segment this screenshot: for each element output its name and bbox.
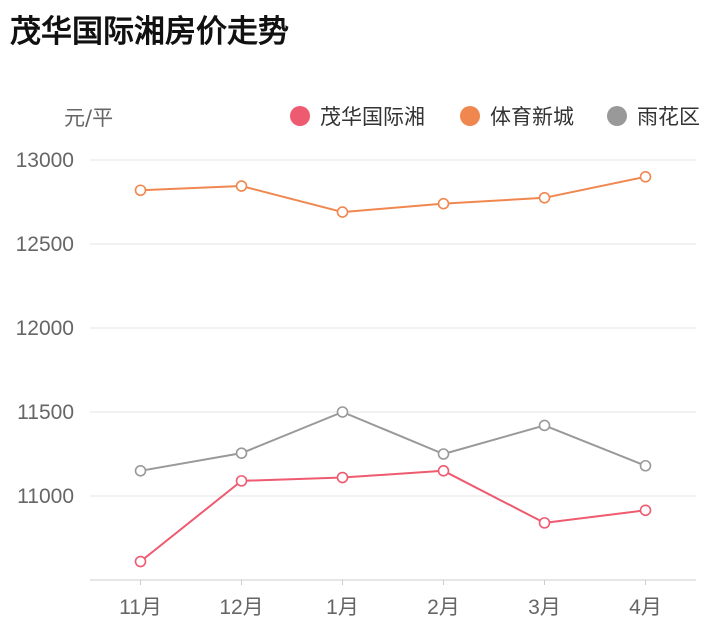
data-point[interactable]	[235, 180, 248, 192]
x-tick-label: 11月	[119, 596, 162, 619]
data-point[interactable]	[134, 555, 147, 568]
series-line	[140, 411, 646, 472]
data-point[interactable]	[437, 197, 450, 210]
data-point[interactable]	[437, 464, 450, 477]
data-point[interactable]	[336, 206, 349, 218]
data-point[interactable]	[134, 464, 147, 477]
legend-label: 体育新城	[490, 105, 574, 129]
data-point[interactable]	[336, 406, 349, 418]
x-tick-label: 1月	[326, 596, 359, 619]
legend: 茂华国际湘 体育新城 雨花区	[290, 105, 700, 129]
data-point[interactable]	[639, 171, 652, 183]
grid-lines	[90, 159, 696, 497]
series-group	[134, 464, 652, 568]
y-tick-label: 11500	[17, 401, 74, 424]
y-axis-ticks: 11000 11500 12000 12500 13000	[16, 149, 74, 508]
legend-item[interactable]: 雨花区	[607, 105, 700, 129]
legend-label: 茂华国际湘	[320, 105, 425, 129]
y-tick-label: 12500	[16, 233, 74, 256]
data-point[interactable]	[134, 184, 147, 197]
y-tick-label: 11000	[17, 485, 74, 508]
series-group	[134, 171, 652, 218]
data-point[interactable]	[538, 192, 551, 204]
data-point[interactable]	[639, 459, 652, 472]
legend-item[interactable]: 体育新城	[460, 105, 574, 129]
legend-marker	[290, 106, 310, 126]
legend-marker	[460, 106, 480, 126]
data-point[interactable]	[235, 447, 248, 459]
x-tick-label: 12月	[219, 596, 263, 619]
y-tick-label: 13000	[16, 149, 74, 172]
series-lines	[134, 171, 652, 568]
legend-item[interactable]: 茂华国际湘	[290, 105, 425, 129]
x-tick-label: 4月	[629, 596, 662, 619]
x-tick-label: 2月	[427, 596, 460, 619]
data-point[interactable]	[538, 517, 551, 529]
y-tick-label: 12000	[16, 317, 74, 340]
data-point[interactable]	[437, 448, 450, 460]
x-tick-label: 3月	[528, 596, 561, 619]
series-group	[134, 406, 652, 477]
data-point[interactable]	[235, 475, 248, 487]
series-line	[140, 175, 646, 214]
data-point[interactable]	[336, 471, 349, 484]
data-point[interactable]	[538, 419, 551, 432]
page-title: 茂华国际湘房价走势	[10, 14, 289, 50]
data-point[interactable]	[639, 504, 652, 517]
series-line	[139, 469, 646, 563]
legend-marker	[607, 106, 627, 126]
y-axis-unit-label: 元/平	[64, 106, 113, 130]
legend-label: 雨花区	[637, 105, 700, 129]
x-axis: 11月 12月 1月 2月 3月 4月	[90, 579, 696, 619]
